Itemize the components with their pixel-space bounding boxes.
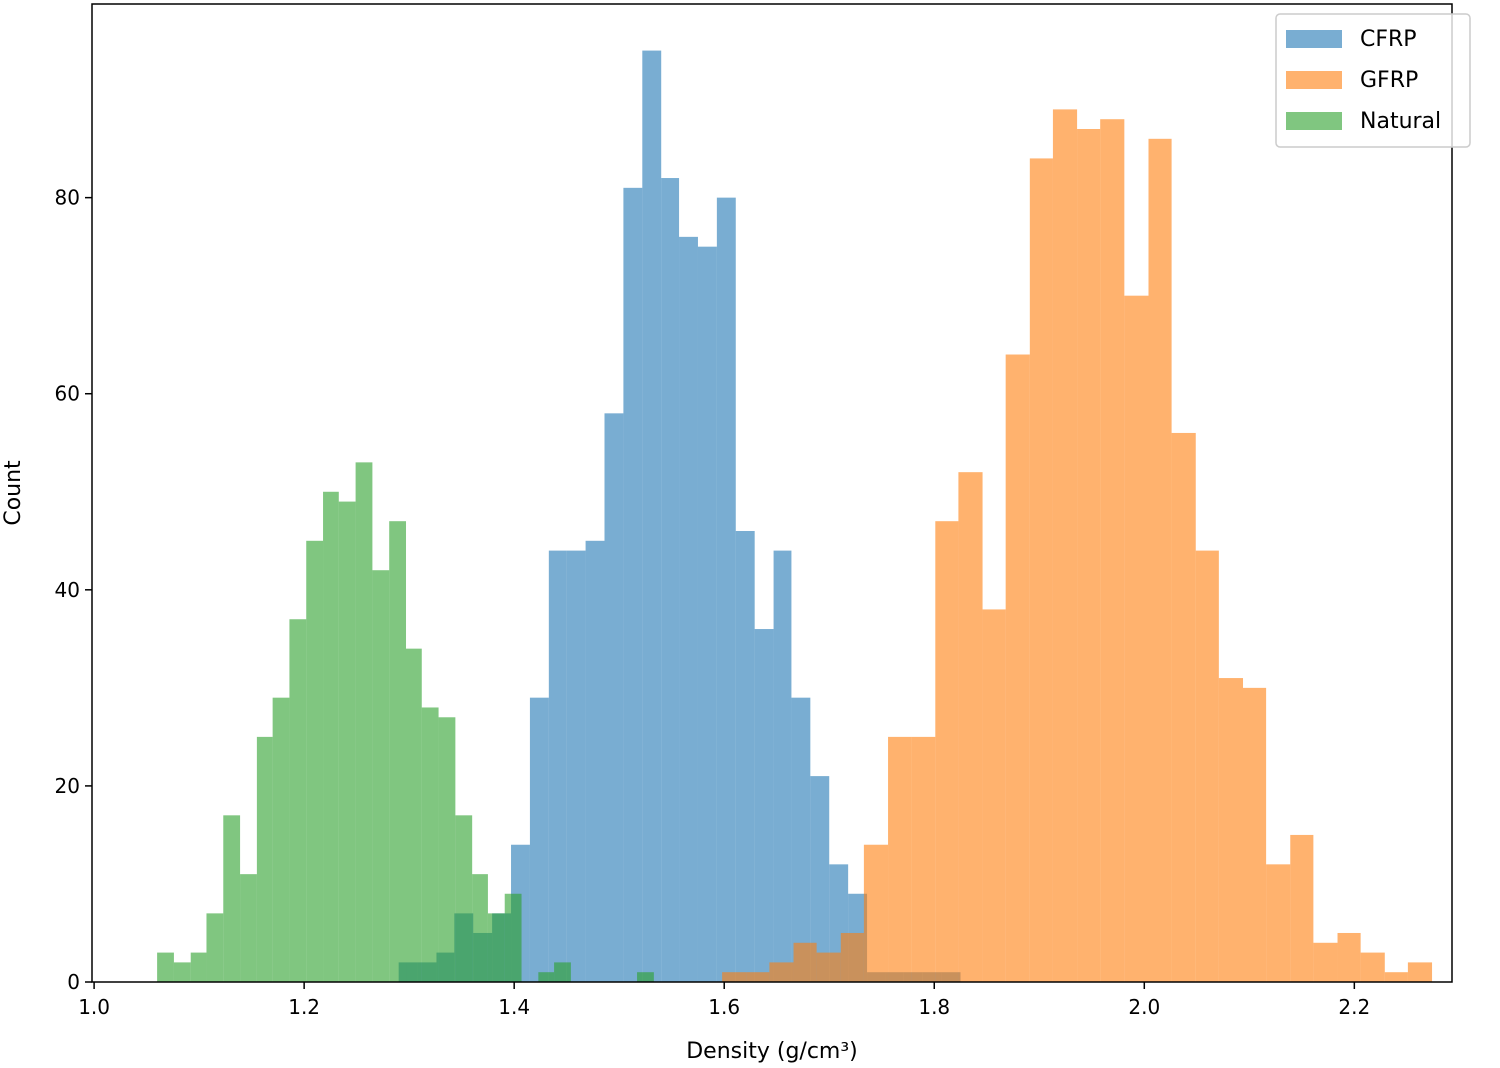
y-tick-label: 20 [55,774,80,798]
legend: CFRP GFRP Natural [1275,13,1471,148]
histogram-bar [958,472,983,982]
histogram-bar [157,952,174,982]
histogram-bar [1290,834,1314,982]
histogram-bar [421,707,439,982]
histogram-bar [1148,138,1172,983]
histogram-bar [1171,432,1196,982]
y-tick-label: 60 [55,382,80,406]
histogram-bar [746,972,770,982]
histogram-bar [1266,864,1291,982]
x-tick-label: 2.0 [1128,995,1160,1019]
histogram-bar [504,893,522,982]
histogram-bar [472,874,488,982]
histogram-bar [338,501,356,982]
histogram-bar [1337,932,1361,982]
x-tick-label: 1.6 [708,995,740,1019]
histogram-bar [793,942,817,982]
histogram-bar [679,236,698,982]
histogram-bar [487,913,505,982]
histogram-bar [306,540,324,982]
y-tick-label: 40 [55,578,80,602]
histogram-bar [716,197,736,982]
histogram-bar [661,178,680,982]
histogram-bar [372,570,390,982]
histogram-bar [1195,550,1219,982]
histogram-bar [272,697,290,982]
histogram-bar [389,521,407,982]
x-axis-label: Density (g/cm³) [686,1039,858,1064]
histogram-bar [642,50,662,983]
histogram-bar [840,932,864,982]
histogram-bar [438,717,456,982]
y-tick-label: 80 [55,186,80,210]
histogram-bar [554,962,571,982]
histogram-bar [1407,962,1433,982]
x-tick-label: 1.0 [78,995,110,1019]
histogram-bar [1218,678,1244,982]
histogram-bar [1029,158,1053,983]
histogram-bar [355,462,373,982]
histogram-bar [585,540,605,982]
histogram-bar [816,952,841,982]
histogram-bar [206,913,224,982]
legend-label: CFRP [1360,27,1417,52]
histogram-bar [982,609,1006,982]
histogram-bar [1243,687,1267,982]
y-axis-label: Count [1,460,26,526]
histogram-bar [406,648,422,982]
histogram-bar [735,530,755,982]
histogram-bar [935,521,959,982]
histogram-bar [323,491,339,982]
histogram-bar [697,246,717,983]
y-tick-label: 0 [67,970,80,994]
histogram-bar [173,962,191,982]
legend-label: Natural [1360,109,1441,134]
histogram-bar [722,972,747,982]
histogram-bar [810,776,830,982]
histogram-bar [256,736,273,982]
histogram-bar [190,952,207,982]
histogram-bar [754,629,774,982]
histogram-bar [791,697,811,982]
plot-frame [91,3,1453,983]
histogram-bar [1124,295,1149,982]
histogram-bar [888,736,912,982]
histogram-bar [604,413,624,982]
x-tick-label: 1.2 [288,995,320,1019]
histogram-bar [566,550,586,982]
histogram-bar [911,736,936,982]
legend-swatch [1286,30,1342,48]
histogram-bar [1005,354,1030,982]
histogram-bar [455,815,473,982]
histogram-bar [289,619,307,982]
histogram-bar [240,874,257,982]
histogram-bar [1384,972,1408,982]
x-tick-label: 1.4 [498,995,530,1019]
histogram-bar [1052,109,1078,982]
histogram-bar [529,697,549,982]
legend-label: GFRP [1360,68,1418,93]
histogram-bar [637,972,654,982]
legend-swatch [1286,71,1342,89]
x-tick-label: 2.2 [1338,995,1370,1019]
histogram-bar [623,187,643,982]
histogram-bar [1360,952,1385,982]
histogram-bar [538,972,555,982]
histogram-bar [1313,942,1338,982]
histogram-bar [863,844,889,982]
histogram-bar [769,962,794,982]
histogram-bar [223,815,241,982]
histogram-bar [1077,129,1101,983]
legend-swatch [1286,112,1342,130]
x-tick-label: 1.8 [918,995,950,1019]
histogram-bar [548,550,567,982]
histogram-bar [1100,119,1125,983]
histogram-bar [773,550,792,982]
